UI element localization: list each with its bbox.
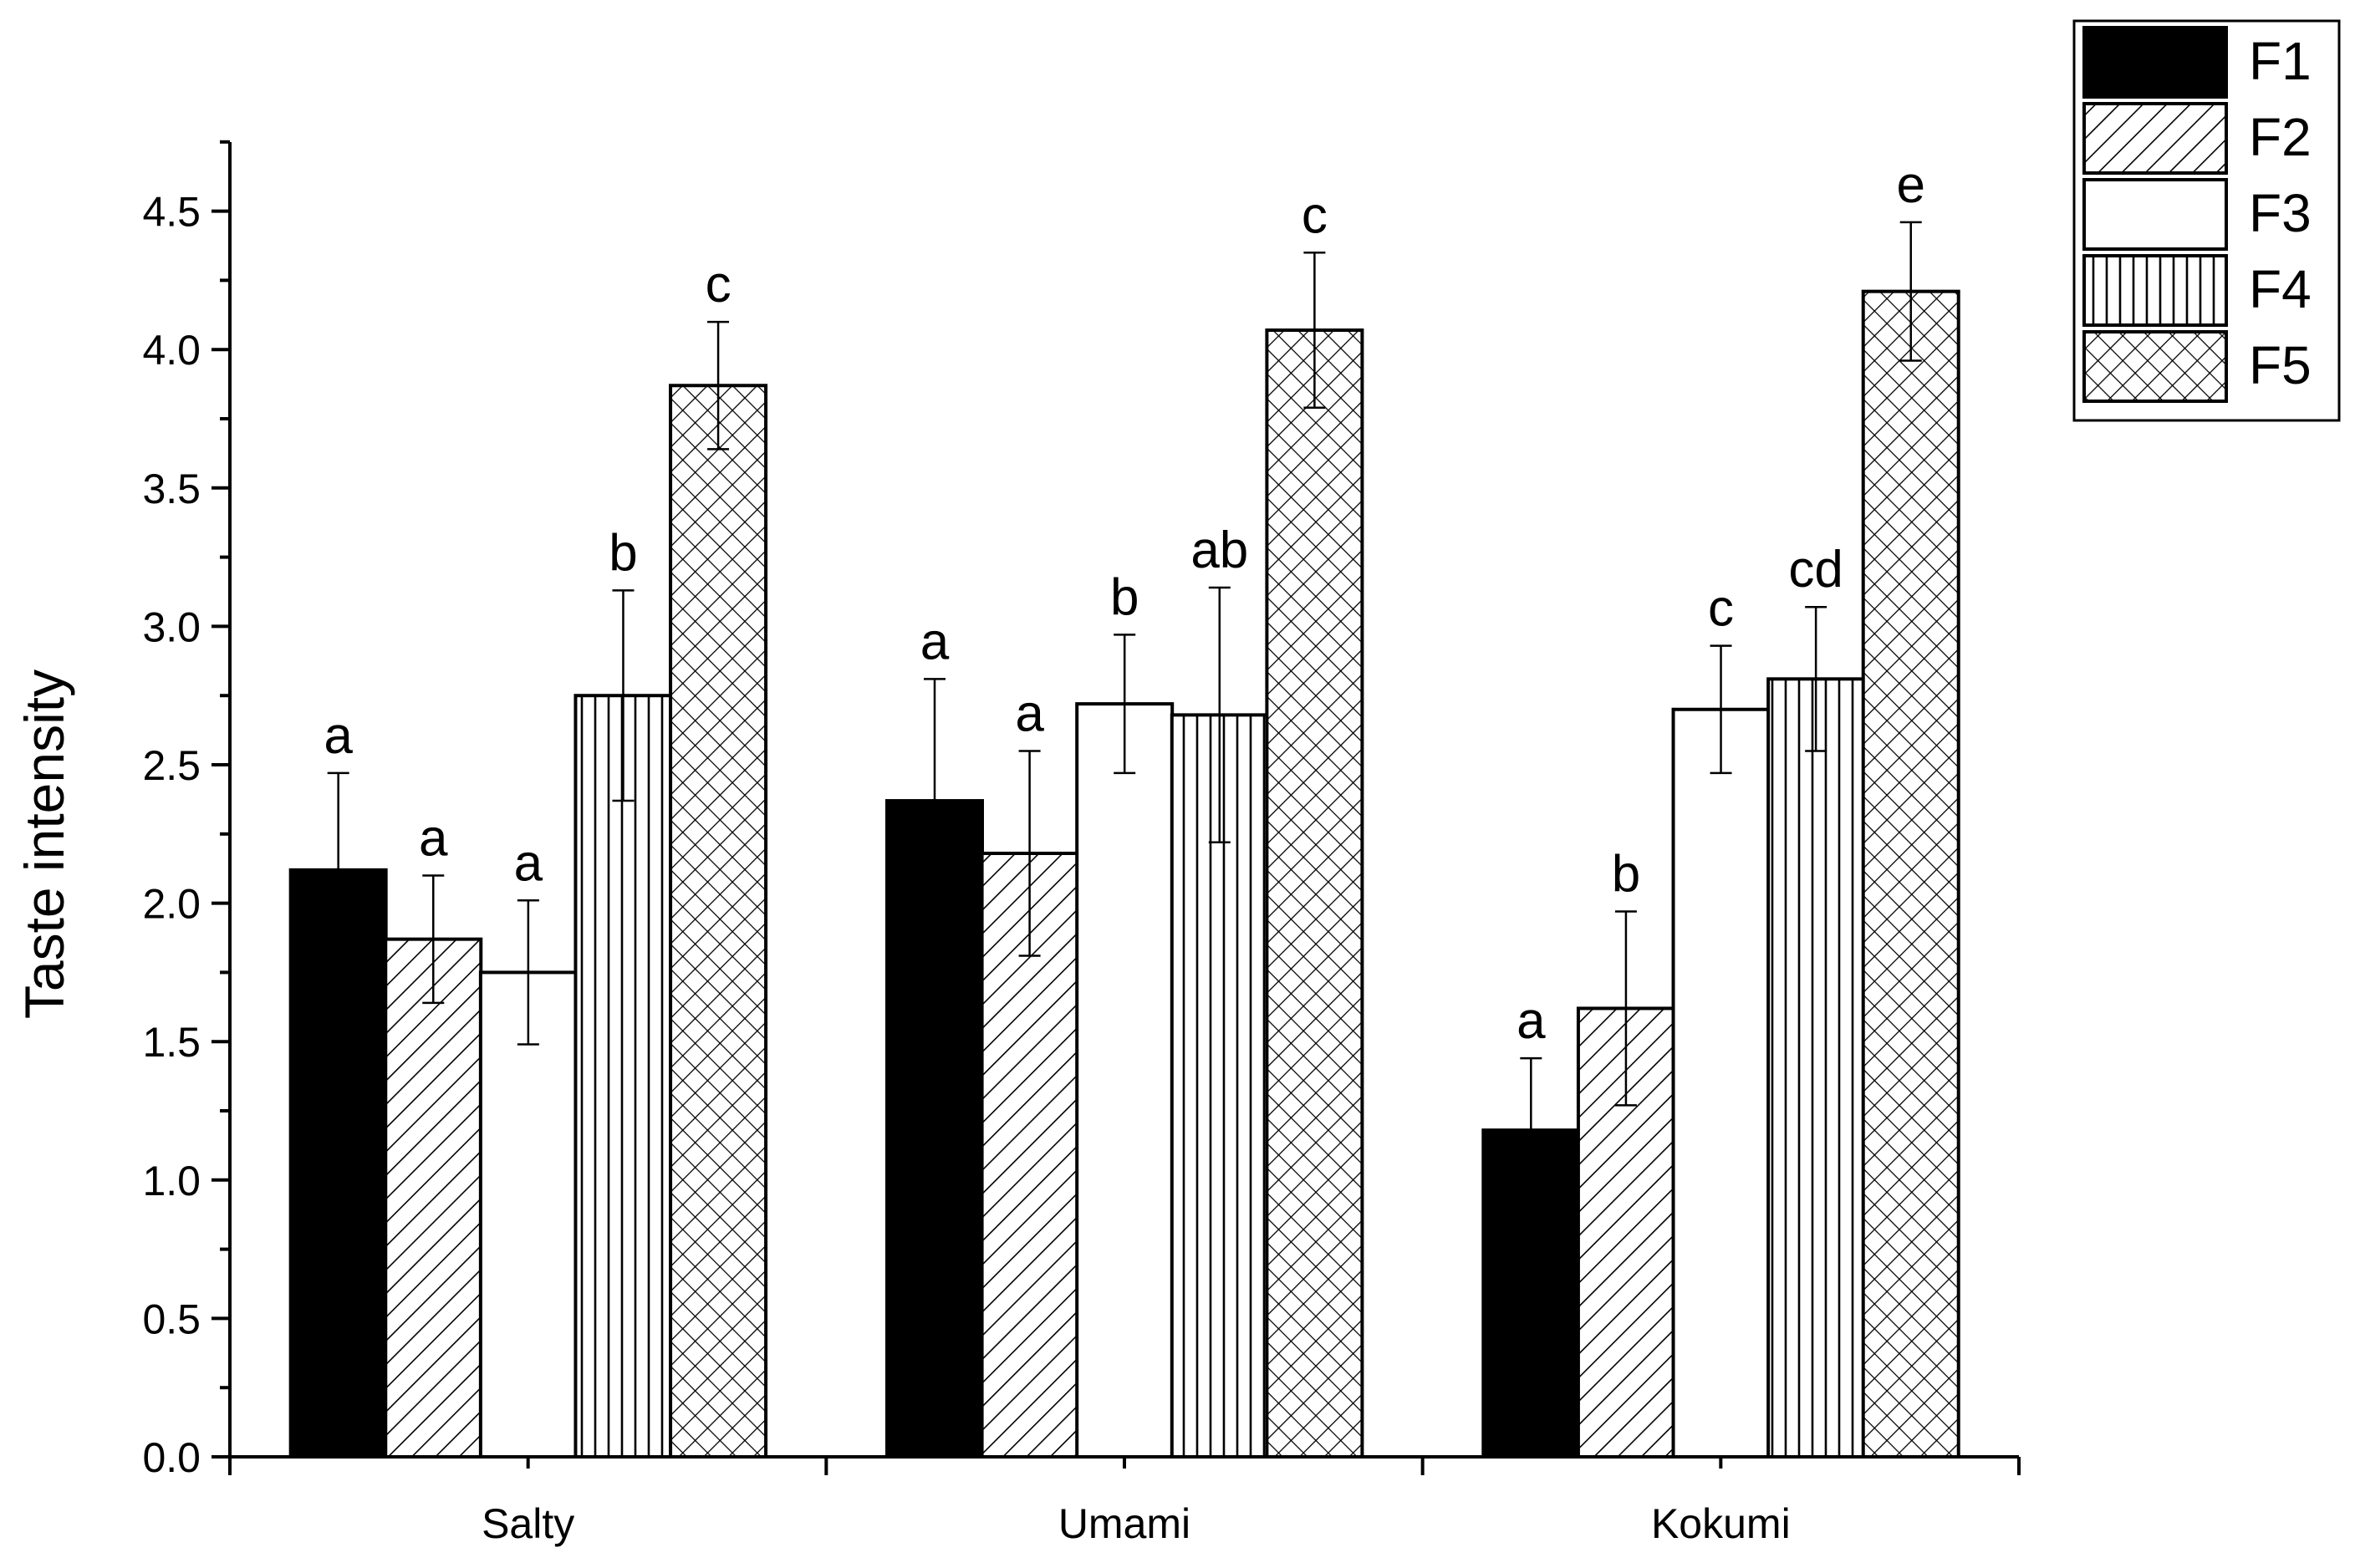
significance-label: c [1302,186,1328,244]
x-tick-label: Kokumi [1651,1500,1791,1547]
y-tick-label: 2.5 [142,742,201,789]
y-tick-label: 3.5 [142,466,201,512]
y-tick-label: 2.0 [142,881,201,928]
y-tick-label: 0.0 [142,1434,201,1481]
y-axis-label: Taste intensity [13,669,75,1019]
bar-chart: Taste intensity 0.0 0.5 1.0 1.5 2.0 2.5 3.0 3.5… [0,0,2355,1568]
significance-label: a [920,613,950,670]
significance-label: e [1896,156,1924,214]
bar-f4 [1768,679,1863,1457]
y-tick-label: 0.5 [142,1296,201,1342]
legend-label: F5 [2249,335,2312,395]
bar-f3 [1674,710,1769,1457]
bar-f5 [1267,330,1362,1457]
y-tick-label: 1.5 [142,1019,201,1066]
legend-swatch-f3 [2084,180,2226,249]
significance-label: cd [1788,541,1843,598]
bar-f3 [1077,704,1172,1457]
significance-label: a [324,707,353,765]
significance-label: c [1708,580,1734,638]
y-tick-label: 4.5 [142,189,201,236]
legend-label: F3 [2249,183,2312,243]
legend: F1 F2 F3 F4 F5 [2074,21,2339,420]
legend-label: F4 [2249,259,2312,319]
significance-label: b [1110,568,1139,626]
y-tick-label: 1.0 [142,1158,201,1204]
significance-label: a [514,834,543,892]
significance-label: c [706,256,731,313]
legend-swatch-f1 [2084,28,2226,97]
legend-label: F1 [2249,31,2312,91]
legend-label: F2 [2249,107,2312,167]
bar-f5 [1863,292,1959,1457]
bar-f2 [385,939,481,1457]
significance-label: ab [1190,522,1248,579]
significance-label: a [1015,685,1044,742]
legend-swatch-f5 [2084,332,2226,401]
y-tick-label: 4.0 [142,327,201,374]
legend-swatch-f2 [2084,104,2226,173]
bar-f4 [575,695,670,1457]
x-tick-label: Umami [1058,1500,1190,1547]
significance-label: b [1612,846,1640,904]
bar-f5 [670,385,766,1457]
x-tick-label: Salty [482,1500,574,1547]
significance-label: a [1516,992,1546,1050]
significance-label: a [419,809,448,867]
legend-swatch-f4 [2084,256,2226,325]
y-tick-label: 3.0 [142,603,201,650]
significance-label: b [609,524,637,582]
